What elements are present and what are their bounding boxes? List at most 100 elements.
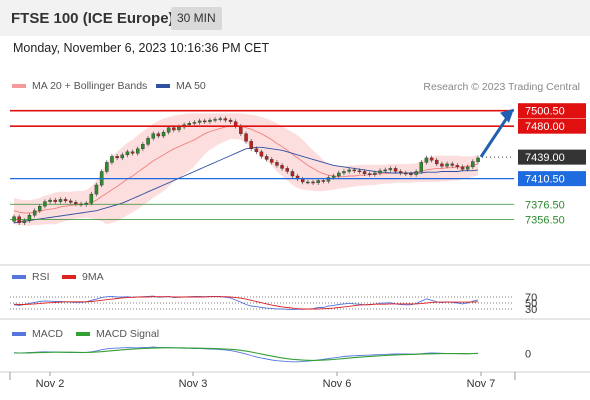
rsi-ma-line	[13, 296, 479, 310]
candle	[130, 149, 135, 156]
candle-body	[275, 162, 279, 166]
ma50-swatch	[156, 84, 170, 88]
candle	[347, 167, 351, 174]
candle-body	[110, 156, 114, 163]
candle-body	[63, 199, 68, 202]
candle-body	[429, 157, 434, 161]
candle-body	[187, 122, 191, 125]
price-label-pivot: 7410.50	[525, 174, 565, 186]
candle-body	[270, 159, 274, 163]
candle	[424, 155, 429, 165]
candle-body	[161, 131, 166, 137]
projection-arrow	[479, 113, 511, 158]
candle-body	[455, 165, 460, 168]
candle	[264, 154, 269, 162]
price-label-support: 7376.50	[525, 199, 565, 211]
price-label-resistance: 7480.00	[525, 121, 565, 133]
candle	[429, 155, 434, 163]
legend-rsi-ma-label: 9MA	[82, 271, 104, 283]
candle-body	[404, 172, 408, 175]
legend-macd-signal: MACD Signal	[76, 328, 159, 340]
candle	[259, 149, 264, 159]
credit-text: Research © 2023 Trading Central	[423, 81, 580, 93]
legend-rsi: RSI	[12, 271, 50, 283]
candle-body	[388, 168, 393, 171]
chart-header: FTSE 100 (ICE Europe) 30 MIN	[0, 0, 590, 36]
candle-body	[316, 180, 320, 183]
candle	[53, 197, 58, 204]
candle-body	[120, 154, 124, 159]
candle	[326, 175, 331, 184]
candle	[306, 179, 310, 185]
timeframe-badge[interactable]: 30 MIN	[171, 7, 222, 30]
candle	[275, 160, 279, 168]
candle	[135, 146, 140, 156]
x-tick-label: Nov 3	[179, 378, 208, 390]
candle	[244, 131, 248, 144]
x-tick-label: Nov 2	[36, 378, 65, 390]
candle-body	[398, 171, 403, 174]
price-tag-resistance	[518, 118, 586, 134]
legend-macd: MACD	[12, 328, 63, 340]
candle	[419, 160, 424, 174]
candle-body	[357, 170, 362, 172]
candle	[161, 129, 166, 139]
candle-body	[213, 119, 217, 121]
candle	[476, 155, 480, 164]
candle	[218, 116, 222, 122]
candle-body	[177, 126, 181, 131]
candle	[94, 182, 99, 197]
candle	[311, 179, 315, 186]
candle-body	[285, 168, 290, 172]
candle	[460, 164, 465, 172]
candle-body	[22, 220, 27, 223]
candle	[342, 169, 346, 176]
candle-body	[27, 214, 32, 221]
candle-body	[460, 166, 465, 170]
candle-body	[218, 118, 222, 120]
rsi-tick-label: 30	[525, 304, 537, 316]
candle	[32, 208, 37, 218]
candle-body	[368, 173, 372, 175]
candle-body	[465, 166, 470, 170]
candle-body	[347, 169, 351, 172]
candle-body	[424, 157, 429, 163]
macd-signal-line	[14, 347, 479, 361]
rsi-ma-swatch	[62, 275, 76, 279]
legend-rsi-label: RSI	[32, 271, 50, 283]
candle-body	[352, 169, 357, 172]
candle-body	[409, 173, 413, 175]
candle-body	[130, 151, 135, 154]
candle	[202, 118, 207, 124]
candle	[105, 160, 109, 174]
rsi-tick-label: 50	[525, 298, 537, 310]
candle-body	[311, 181, 315, 184]
candle-body	[166, 127, 171, 133]
candle	[270, 157, 274, 165]
candle	[414, 169, 418, 177]
candle	[208, 117, 212, 124]
candle-body	[202, 120, 207, 123]
candle	[280, 163, 284, 171]
rsi-tick-label: 70	[525, 292, 537, 304]
legend-ma50-label: MA 50	[176, 80, 206, 92]
candle	[89, 191, 94, 206]
candle	[383, 167, 388, 173]
candle	[125, 149, 130, 158]
candle-body	[254, 148, 259, 153]
candle	[290, 169, 295, 179]
candle	[445, 161, 449, 169]
candle-body	[393, 168, 398, 172]
instrument-title: FTSE 100 (ICE Europe)	[11, 10, 174, 27]
candle-body	[280, 165, 284, 169]
macd-tick-label: 0	[525, 349, 531, 361]
candle-body	[244, 133, 248, 142]
candle-body	[43, 201, 47, 207]
x-tick-label: Nov 6	[323, 378, 352, 390]
candle	[388, 166, 393, 173]
candle-body	[146, 138, 150, 145]
candle-body	[321, 180, 326, 182]
candle	[156, 131, 161, 139]
candle	[440, 161, 444, 169]
candle	[146, 135, 150, 147]
